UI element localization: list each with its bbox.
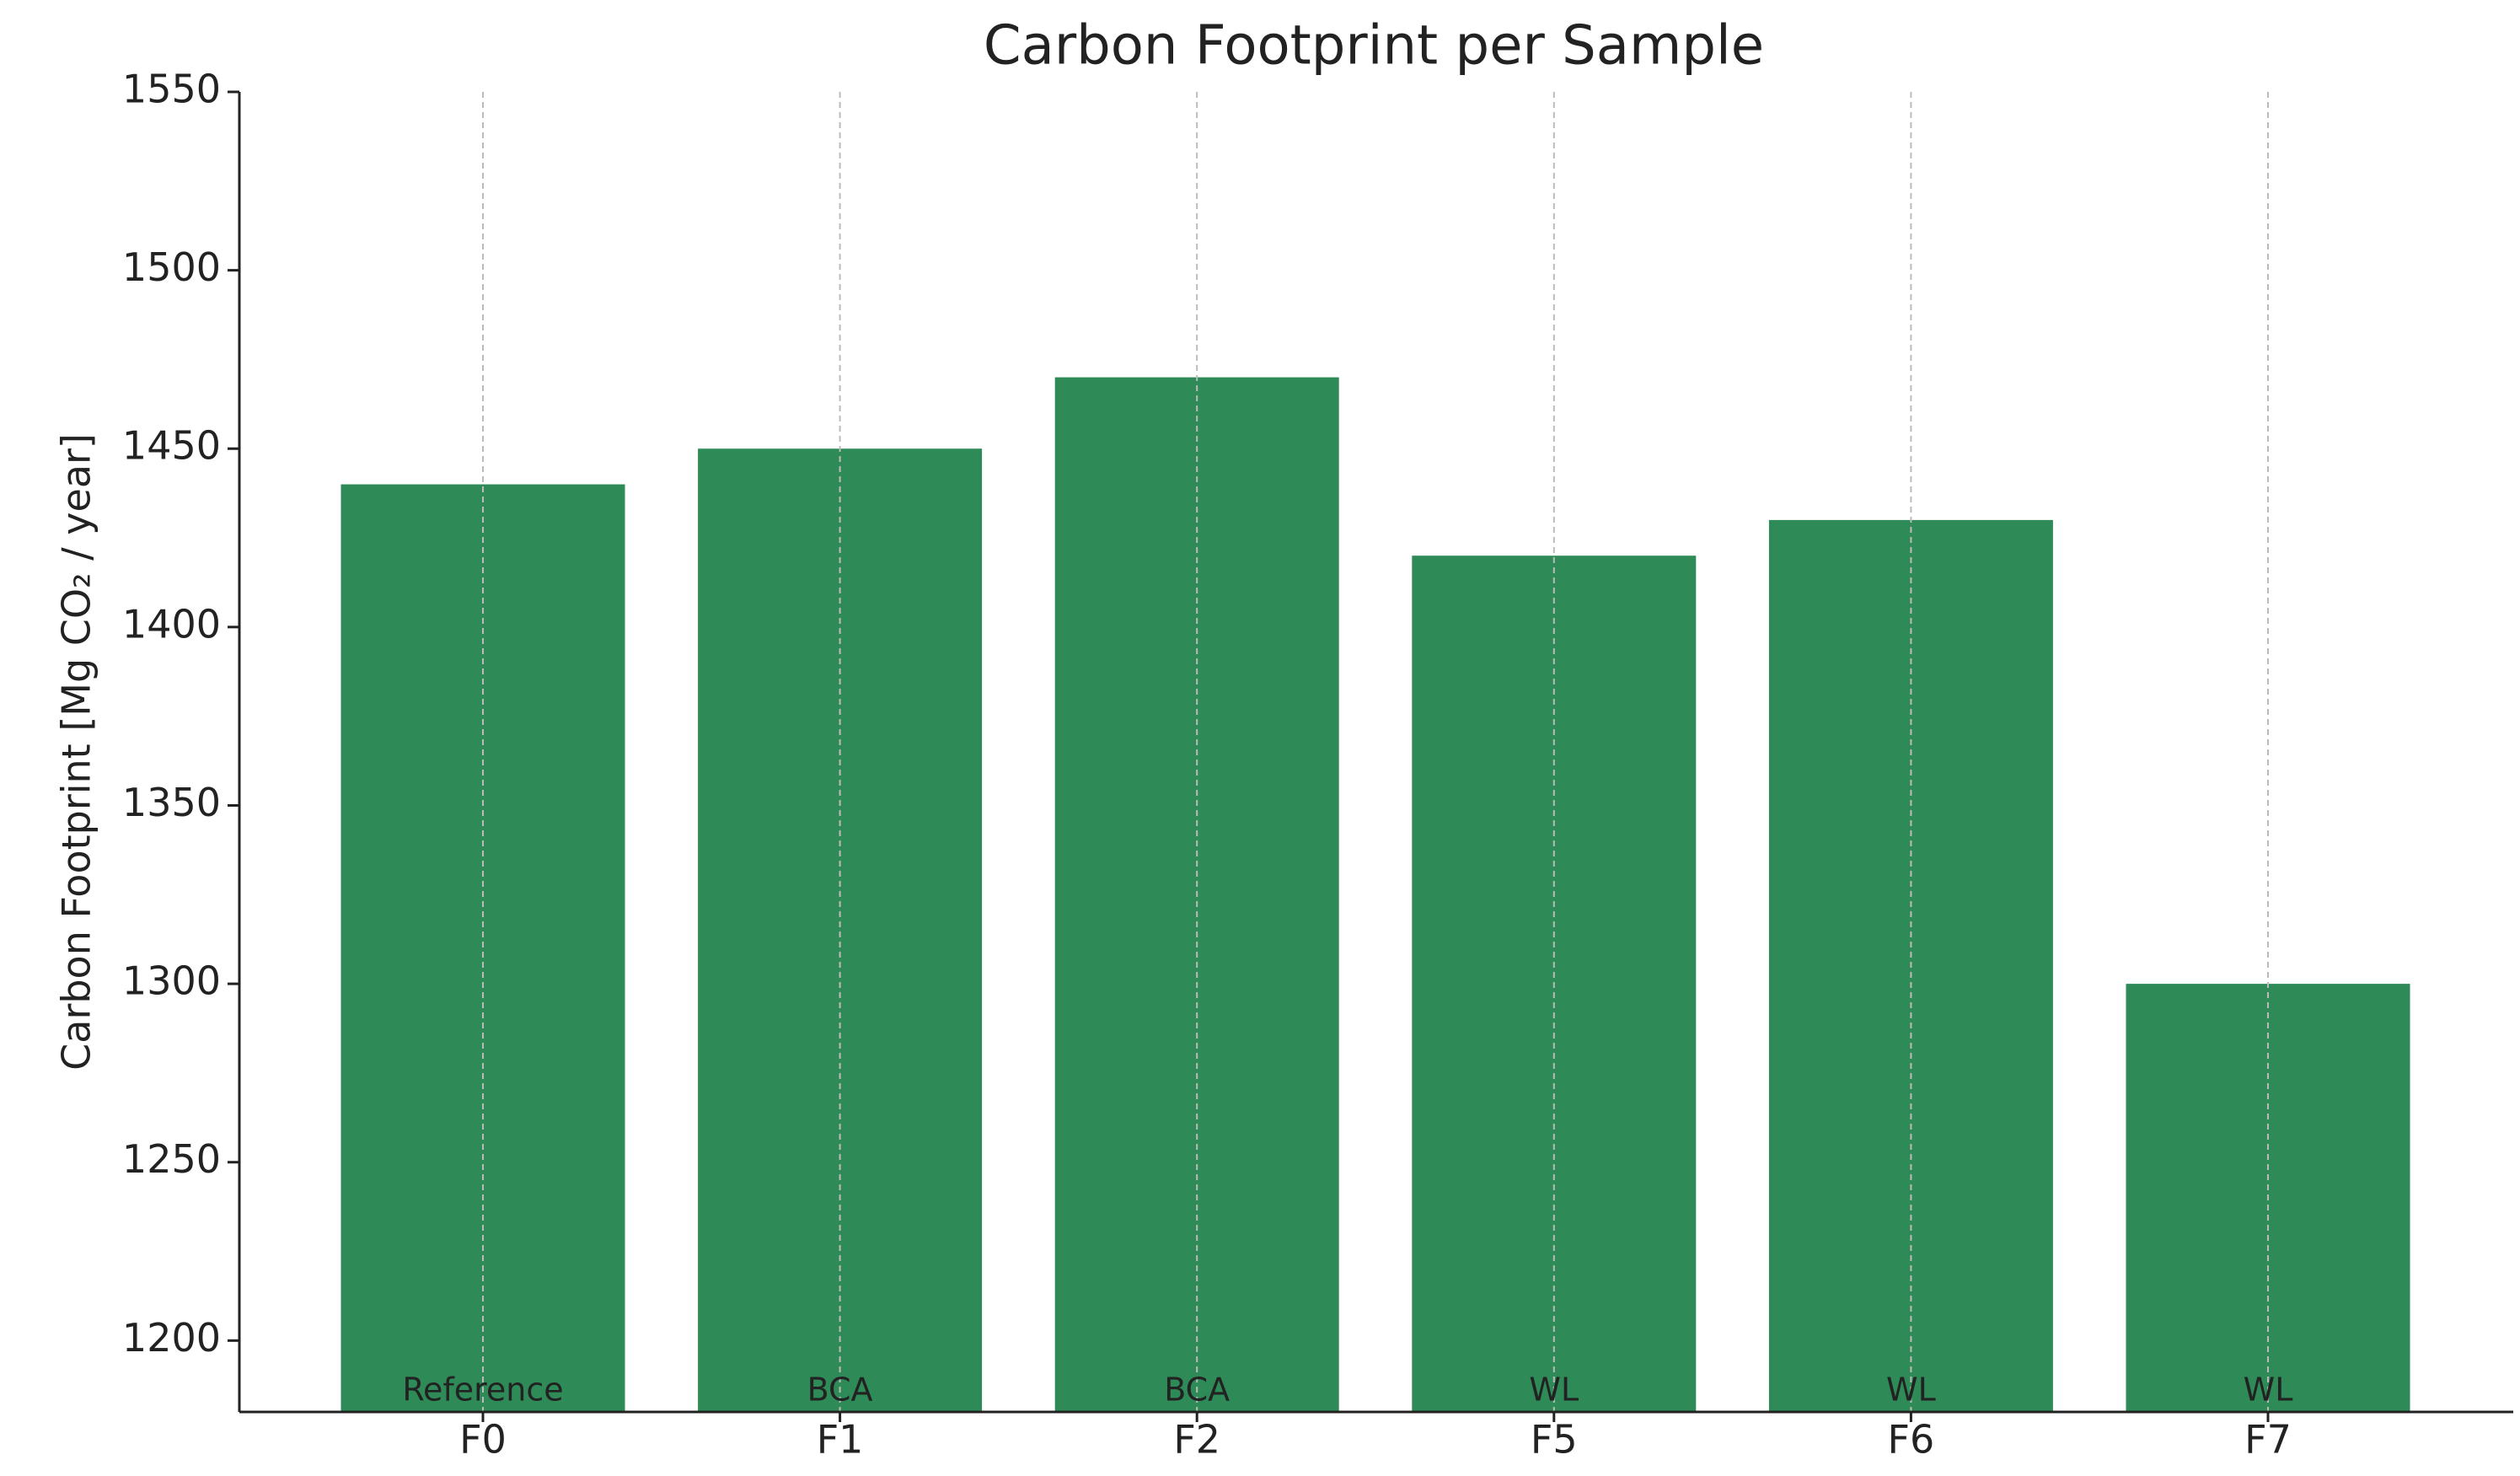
y-tick-label: 1200 bbox=[122, 1315, 221, 1361]
x-tick-label: F6 bbox=[1888, 1417, 1935, 1463]
x-tick-label: F7 bbox=[2244, 1417, 2292, 1463]
x-tick-label: F1 bbox=[817, 1417, 864, 1463]
x-tick-label: F0 bbox=[459, 1417, 507, 1463]
bar-annotation: Reference bbox=[402, 1371, 563, 1409]
x-tick-label: F2 bbox=[1173, 1417, 1220, 1463]
y-tick-label: 1400 bbox=[122, 601, 221, 647]
bar-annotation: WL bbox=[1529, 1371, 1579, 1409]
y-tick-label: 1300 bbox=[122, 958, 221, 1004]
y-tick-label: 1350 bbox=[122, 780, 221, 825]
chart-title: Carbon Footprint per Sample bbox=[984, 15, 1764, 78]
bar-annotation: BCA bbox=[807, 1371, 873, 1409]
bar-annotation: BCA bbox=[1164, 1371, 1230, 1409]
y-axis-label: Carbon Footprint [Mg CO₂ / year] bbox=[54, 433, 99, 1071]
x-tick-label: F5 bbox=[1531, 1417, 1578, 1463]
bar-annotation: WL bbox=[2244, 1371, 2293, 1409]
bar-annotation: WL bbox=[1886, 1371, 1936, 1409]
y-tick-label: 1250 bbox=[122, 1136, 221, 1182]
y-tick-label: 1550 bbox=[122, 67, 221, 112]
y-tick-label: 1500 bbox=[122, 244, 221, 290]
y-tick-label: 1450 bbox=[122, 423, 221, 469]
plot-area: 1200 1250 1300 1350 1400 1450 1500 1550 F0 Refere… bbox=[122, 67, 2513, 1463]
